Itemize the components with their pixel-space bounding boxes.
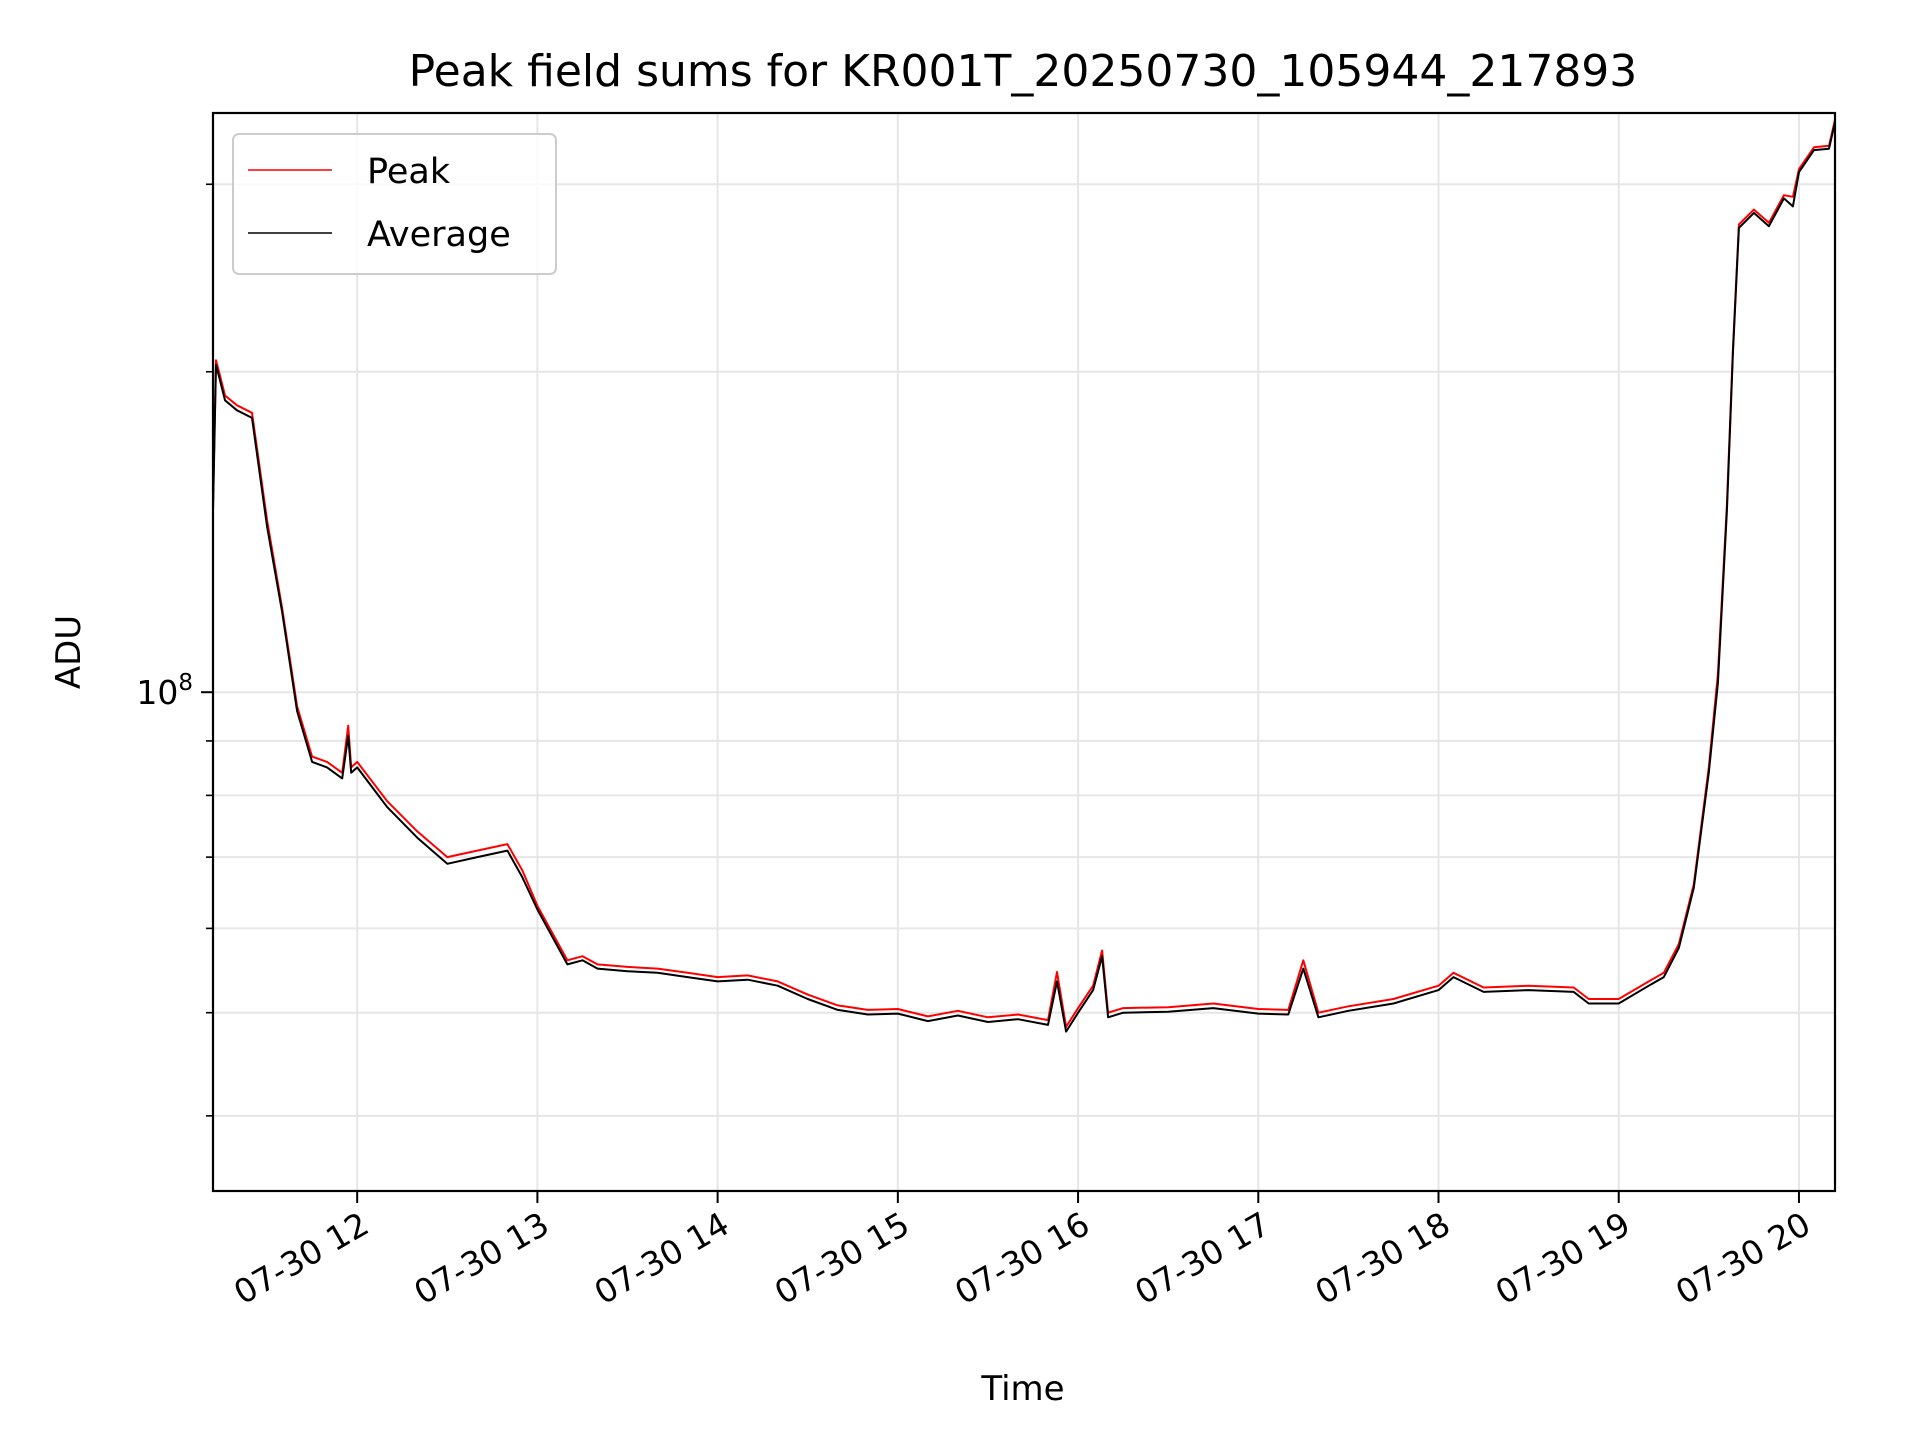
legend-box: [232, 133, 557, 275]
series-line-average: [213, 122, 1835, 1033]
y-tick-label-base: 10: [136, 673, 178, 712]
y-axis: 108: [136, 183, 213, 1117]
grid: [213, 113, 1835, 1191]
legend-label-average: Average: [367, 215, 511, 255]
series-layer: [213, 119, 1835, 1033]
y-axis-label: ADU: [49, 615, 89, 689]
plot-frame: [211, 111, 1837, 1193]
chart-title: Peak field sums for KR001T_20250730_1059…: [409, 46, 1638, 97]
y-tick-label-exponent: 8: [178, 670, 193, 696]
legend-label-peak: Peak: [367, 152, 451, 192]
y-tick-label: 108: [136, 670, 193, 712]
legend: Peak Average: [232, 133, 557, 275]
x-axis-label: Time: [980, 1369, 1064, 1409]
